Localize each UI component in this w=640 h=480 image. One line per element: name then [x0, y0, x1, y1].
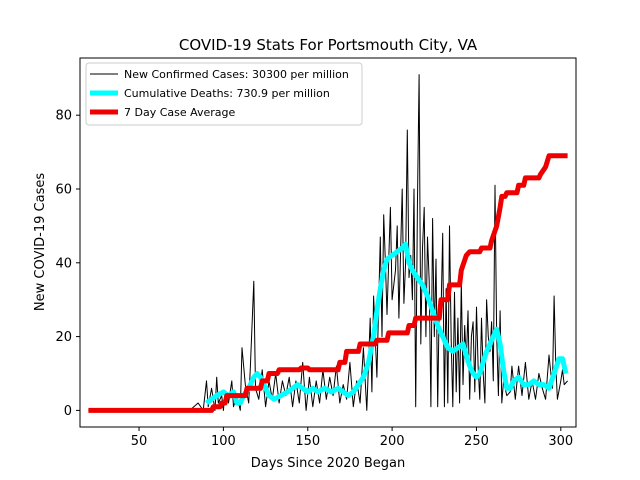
legend-label: 7 Day Case Average	[124, 106, 236, 119]
x-tick-label: 200	[380, 434, 405, 449]
axes-frame	[79, 57, 577, 428]
x-tick-label: 50	[131, 434, 148, 449]
y-tick-label: 60	[55, 182, 72, 197]
plot-area	[79, 57, 577, 428]
x-tick-label: 250	[464, 434, 489, 449]
y-tick-label: 40	[55, 256, 72, 271]
x-axis: 50 100 150 200 250 300	[131, 427, 573, 449]
x-axis-label: Days Since 2020 Began	[251, 456, 406, 471]
legend: New Confirmed Cases: 30300 per million Cu…	[85, 62, 363, 126]
series-layer	[88, 74, 569, 413]
x-tick-label: 300	[548, 434, 573, 449]
chart-title: COVID-19 Stats For Portsmouth City, VA	[179, 36, 478, 54]
cumulative-deaths-line	[205, 241, 569, 406]
seven-day-average-line	[88, 153, 568, 413]
legend-label: New Confirmed Cases: 30300 per million	[124, 68, 349, 81]
y-tick-label: 20	[55, 330, 72, 345]
y-axis-label: New COVID-19 Cases	[33, 173, 48, 311]
x-tick-label: 100	[211, 434, 236, 449]
legend-label: Cumulative Deaths: 730.9 per million	[124, 87, 330, 100]
y-tick-label: 80	[55, 109, 72, 124]
y-axis: 0 20 40 60 80	[55, 109, 80, 419]
legend-box	[85, 62, 363, 126]
y-tick-label: 0	[64, 404, 72, 419]
x-tick-label: 150	[295, 434, 320, 449]
